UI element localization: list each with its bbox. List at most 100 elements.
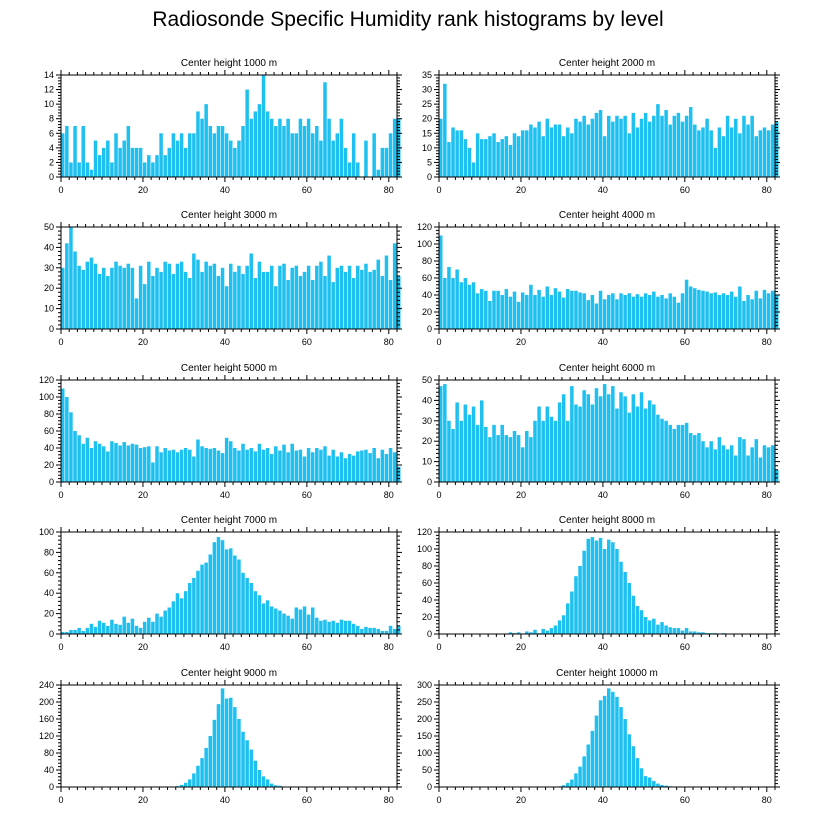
histogram-bar bbox=[372, 269, 376, 329]
histogram-bar bbox=[192, 133, 196, 177]
histogram-bar bbox=[721, 293, 726, 329]
histogram-bar bbox=[697, 433, 701, 482]
x-tick-label: 80 bbox=[762, 490, 772, 500]
histogram-bar bbox=[89, 448, 94, 482]
histogram-bar bbox=[463, 404, 468, 482]
histogram-bar bbox=[265, 600, 270, 634]
x-tick-label: 80 bbox=[384, 795, 394, 805]
y-tick-label: 80 bbox=[44, 409, 54, 419]
histogram-bar bbox=[688, 433, 693, 482]
histogram-bar bbox=[147, 261, 151, 329]
histogram-bar bbox=[750, 299, 754, 329]
histogram-bar bbox=[451, 278, 455, 329]
x-tick-label: 0 bbox=[58, 795, 63, 805]
histogram-bar bbox=[574, 118, 578, 177]
histogram-bar bbox=[701, 290, 705, 329]
histogram-bar bbox=[208, 265, 213, 329]
histogram-bar bbox=[335, 622, 340, 634]
histogram-bar bbox=[167, 450, 172, 482]
histogram-bar bbox=[602, 695, 607, 787]
histogram-bar bbox=[257, 770, 262, 787]
histogram-bar bbox=[508, 437, 513, 482]
histogram-bar bbox=[545, 286, 550, 329]
x-tick-label: 80 bbox=[762, 185, 772, 195]
histogram-bar bbox=[106, 275, 110, 329]
y-tick-label: 60 bbox=[44, 426, 54, 436]
histogram-bar bbox=[286, 280, 290, 329]
x-tick-label: 80 bbox=[762, 642, 772, 652]
histogram-bar bbox=[500, 295, 504, 329]
histogram-bar bbox=[619, 561, 623, 634]
histogram-bar bbox=[680, 424, 685, 482]
histogram-bar bbox=[635, 758, 640, 787]
histogram-bar bbox=[488, 300, 492, 329]
histogram-bar bbox=[257, 443, 262, 482]
histogram-bar bbox=[492, 133, 496, 177]
y-tick-label: 0 bbox=[49, 782, 54, 792]
histogram-bar bbox=[216, 275, 221, 329]
histogram-bar bbox=[216, 704, 221, 788]
histogram-bar bbox=[220, 688, 225, 787]
histogram-bar bbox=[656, 296, 660, 329]
histogram-bar bbox=[298, 449, 303, 482]
histogram-bar bbox=[110, 619, 114, 634]
histogram-bar bbox=[147, 446, 151, 482]
histogram-bar bbox=[196, 765, 200, 787]
histogram-bar bbox=[81, 630, 85, 634]
histogram-bar bbox=[319, 261, 323, 329]
histogram-bar bbox=[237, 450, 241, 482]
histogram-bar bbox=[335, 267, 340, 329]
histogram-bar bbox=[392, 628, 397, 634]
histogram-bar bbox=[155, 446, 159, 482]
x-tick-label: 20 bbox=[516, 795, 526, 805]
histogram-bar bbox=[261, 75, 266, 177]
histogram-bar bbox=[319, 620, 323, 634]
histogram-bar bbox=[590, 295, 595, 329]
histogram-panel-10: Center height 10000 m 0 20 40 60 80 0 50 100 150 2… bbox=[417, 668, 780, 805]
histogram-bar bbox=[380, 449, 385, 482]
histogram-panel-7: Center height 7000 m 0 20 40 60 80 0 20 40 60 80 10… bbox=[39, 515, 402, 652]
histogram-bar bbox=[126, 445, 131, 482]
histogram-bar bbox=[171, 449, 176, 482]
histogram-bar bbox=[89, 169, 94, 177]
histogram-bar bbox=[688, 631, 693, 634]
histogram-bar bbox=[138, 147, 143, 177]
histogram-bar bbox=[101, 267, 106, 329]
histogram-bar bbox=[237, 719, 241, 787]
histogram-bar bbox=[643, 112, 648, 177]
histogram-bar bbox=[138, 265, 143, 329]
y-tick-label: 40 bbox=[44, 242, 54, 252]
histogram-bar bbox=[770, 290, 775, 329]
histogram-bar bbox=[750, 447, 754, 482]
histogram-bar bbox=[392, 452, 397, 482]
histogram-bar bbox=[261, 449, 266, 482]
histogram-bar bbox=[114, 133, 118, 177]
histogram-bar bbox=[159, 133, 163, 177]
histogram-bar bbox=[126, 263, 131, 329]
histogram-bar bbox=[343, 458, 348, 482]
histogram-bar bbox=[705, 291, 709, 329]
y-tick-label: 80 bbox=[422, 561, 432, 571]
y-tick-label: 20 bbox=[44, 283, 54, 293]
y-tick-label: 2 bbox=[49, 157, 54, 167]
histogram-bar bbox=[619, 707, 623, 787]
y-tick-label: 0 bbox=[427, 324, 432, 334]
y-tick-label: 120 bbox=[417, 527, 432, 537]
histogram-bar bbox=[339, 118, 344, 177]
histogram-bar bbox=[192, 773, 196, 787]
histogram-bar bbox=[224, 133, 229, 177]
histogram-bar bbox=[693, 435, 697, 482]
y-tick-label: 60 bbox=[44, 568, 54, 578]
histogram-bar bbox=[729, 445, 734, 482]
histogram-bar bbox=[639, 610, 644, 634]
histogram-bar bbox=[627, 583, 631, 634]
histogram-bar bbox=[253, 760, 258, 787]
histogram-bar bbox=[525, 631, 529, 634]
histogram-bar bbox=[302, 606, 307, 634]
histogram-bar bbox=[343, 271, 348, 329]
histogram-bar bbox=[557, 291, 562, 329]
histogram-bar bbox=[81, 269, 85, 329]
histogram-bar bbox=[69, 227, 73, 329]
histogram-bar bbox=[566, 127, 570, 177]
